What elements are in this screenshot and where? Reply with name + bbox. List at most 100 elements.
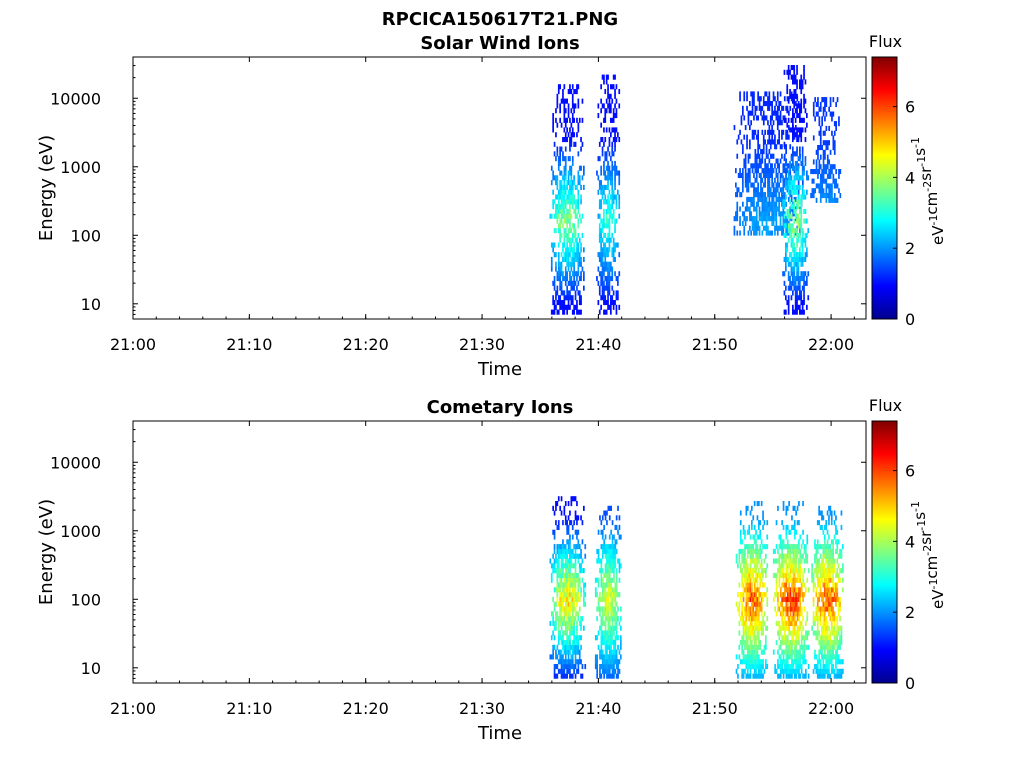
heatmap-cell (756, 620, 759, 626)
heatmap-cell (818, 577, 820, 583)
heatmap-cell (608, 601, 611, 607)
heatmap-cell (829, 611, 832, 617)
heatmap-cell (573, 117, 575, 123)
y-tick-label: 10000 (50, 89, 101, 108)
heatmap-cell (803, 74, 805, 80)
heatmap-cell (573, 649, 575, 655)
heatmap-cell (560, 558, 563, 564)
heatmap-cell (604, 640, 607, 646)
heatmap-cell (760, 577, 763, 583)
heatmap-cell (739, 129, 741, 135)
heatmap-cell (555, 620, 557, 626)
heatmap-cell (832, 587, 834, 593)
heatmap-cell (796, 271, 798, 277)
heatmap-cell (766, 587, 769, 593)
heatmap-cell (564, 175, 567, 181)
heatmap-cell (612, 290, 615, 296)
heatmap-cell (825, 553, 827, 559)
heatmap-cell (757, 91, 759, 97)
heatmap-cell (608, 592, 611, 598)
heatmap-cell (549, 558, 552, 564)
heatmap-cell (605, 261, 608, 267)
heatmap-cell (610, 300, 612, 306)
heatmap-cell (765, 168, 768, 174)
heatmap-cell (560, 577, 563, 583)
heatmap-cell (767, 101, 769, 107)
heatmap-cell (785, 201, 787, 207)
heatmap-cell (781, 548, 783, 554)
heatmap-cell (769, 172, 772, 178)
heatmap-cell (745, 596, 748, 602)
heatmap-cell (755, 659, 757, 665)
heatmap-cell (800, 582, 803, 588)
heatmap-cell (793, 520, 796, 526)
heatmap-cell (759, 625, 762, 631)
heatmap-cell (556, 98, 559, 104)
heatmap-cell (795, 668, 797, 674)
heatmap-cell (832, 558, 834, 564)
x-tick-label: 21:00 (110, 335, 156, 354)
heatmap-cell (771, 125, 773, 131)
heatmap-cell (839, 606, 841, 612)
heatmap-cell (567, 664, 570, 670)
heatmap-cell (801, 170, 804, 176)
heatmap-cell (737, 592, 739, 598)
heatmap-cell (569, 237, 571, 243)
heatmap-cell (790, 163, 793, 169)
heatmap-cell (797, 184, 800, 190)
heatmap-cell (580, 261, 582, 267)
heatmap-cell (747, 115, 750, 121)
heatmap-cell (799, 208, 801, 214)
heatmap-cell (815, 563, 818, 569)
heatmap-cell (803, 237, 805, 243)
heatmap-cell (789, 558, 792, 564)
heatmap-cell (784, 582, 786, 588)
heatmap-cell (564, 132, 567, 138)
heatmap-cell (603, 510, 605, 516)
heatmap-cell (557, 252, 560, 258)
heatmap-cell (600, 261, 602, 267)
heatmap-cell (758, 548, 760, 554)
heatmap-cell (796, 175, 798, 181)
heatmap-cell (760, 572, 763, 578)
heatmap-cell (576, 625, 578, 631)
heatmap-cell (617, 189, 619, 195)
heatmap-cell (825, 601, 827, 607)
heatmap-cell (577, 572, 580, 578)
heatmap-cell (604, 252, 607, 258)
heatmap-cell (799, 558, 802, 564)
heatmap-cell (767, 129, 769, 135)
heatmap-cell (753, 635, 756, 641)
heatmap-cell (618, 199, 621, 205)
heatmap-cell (574, 635, 577, 641)
heatmap-cell (556, 664, 559, 670)
heatmap-cell (819, 659, 822, 665)
heatmap-cell (564, 252, 567, 258)
heatmap-cell (560, 98, 563, 104)
heatmap-cell (562, 208, 564, 214)
heatmap-cell (801, 285, 804, 291)
heatmap-cell (604, 175, 607, 181)
heatmap-cell (823, 544, 826, 550)
heatmap-cell (594, 592, 597, 598)
heatmap-cell (574, 558, 577, 564)
heatmap-cell (754, 177, 757, 183)
heatmap-cell (762, 515, 764, 521)
heatmap-cell (819, 183, 822, 189)
heatmap-cell (795, 563, 797, 569)
heatmap-cell (786, 640, 789, 646)
heatmap-cell (745, 625, 748, 631)
heatmap-cell (785, 105, 787, 111)
heatmap-cell (607, 620, 610, 626)
heatmap-cell (556, 501, 559, 507)
heatmap-cell (747, 172, 750, 178)
heatmap-cell (779, 225, 782, 231)
heatmap-cell (745, 577, 748, 583)
heatmap-cell (772, 139, 775, 145)
heatmap-cell (753, 230, 755, 236)
heatmap-cell (796, 160, 798, 166)
heatmap-cell (774, 201, 776, 207)
heatmap-cell (788, 616, 790, 622)
heatmap-cell (567, 635, 570, 641)
heatmap-cell (806, 247, 808, 253)
